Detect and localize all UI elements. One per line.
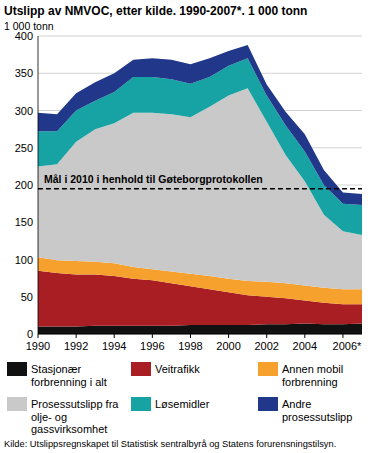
legend-label: Stasjonærforbrenning i alt (31, 363, 107, 388)
y-tick-label: 50 (21, 291, 33, 303)
legend-label: Løsemidler (155, 398, 210, 410)
y-tick-label: 400 (15, 30, 33, 42)
x-tick (38, 334, 39, 338)
legend-label: Andreprosessutslipp (282, 398, 352, 423)
legend-line: forbrenning (282, 376, 338, 388)
x-tick-label: 2002 (254, 340, 278, 352)
title: Utslipp av NMVOC, etter kilde. 1990-2007… (4, 4, 307, 18)
legend-swatch (7, 397, 27, 411)
x-tick-label: 2004 (293, 340, 317, 352)
x-tick-label: 1990 (26, 340, 50, 352)
legend-line: prosessutslipp (282, 411, 352, 423)
legend-line: Annen mobil (282, 363, 343, 375)
x-tick (342, 334, 343, 338)
target-label: Mål i 2010 i henhold til Gøteborgprotoko… (44, 173, 263, 185)
legend-line: forbrenning i alt (31, 376, 107, 388)
target-line (38, 188, 362, 190)
legend-swatch (7, 362, 27, 376)
y-tick-label: 200 (15, 179, 33, 191)
x-tick (76, 334, 77, 338)
legend-swatch (131, 362, 151, 376)
legend-swatch (258, 362, 278, 376)
legend-swatch (258, 397, 278, 411)
legend-line: olje- og (31, 411, 67, 423)
y-tick-label: 150 (15, 216, 33, 228)
grid-line (38, 334, 362, 335)
y-tick-label: 250 (15, 142, 33, 154)
legend-label: Prosessutslipp fraolje- oggassvirksomhet (31, 398, 119, 435)
x-tick (190, 334, 191, 338)
x-axis (38, 334, 362, 335)
legend-line: gassvirksomhet (31, 423, 107, 435)
y-tick-label: 100 (15, 254, 33, 266)
y-tick-label: 0 (27, 328, 33, 340)
area (38, 45, 362, 205)
x-tick (304, 334, 305, 338)
x-tick-label: 1992 (64, 340, 88, 352)
legend-line: Veitrafikk (155, 363, 200, 375)
x-tick-label: 2000 (216, 340, 240, 352)
plot-area (38, 45, 362, 334)
legend-line: Løsemidler (155, 398, 210, 410)
legend-line: Andre (282, 398, 311, 410)
legend-swatch (131, 397, 151, 411)
x-tick (228, 334, 229, 338)
x-tick (114, 334, 115, 338)
legend-line: Prosessutslipp fra (31, 398, 119, 410)
x-tick (152, 334, 153, 338)
legend-label: Veitrafikk (155, 363, 200, 375)
legend-line: Stasjonær (31, 363, 81, 375)
grid-line (38, 36, 362, 37)
x-tick-label: 1996 (140, 340, 164, 352)
x-tick-label: 1994 (102, 340, 126, 352)
x-tick (266, 334, 267, 338)
source: Kilde: Utslippsregnskapet til Statistisk… (4, 439, 336, 449)
y-tick-label: 350 (15, 67, 33, 79)
area (38, 58, 362, 235)
x-tick-label: 2006* (333, 340, 362, 352)
chart: Utslipp av NMVOC, etter kilde. 1990-2007… (0, 0, 381, 453)
x-tick-label: 1998 (178, 340, 202, 352)
legend-label: Annen mobilforbrenning (282, 363, 343, 388)
y-tick-label: 300 (15, 105, 33, 117)
y-axis (38, 36, 39, 334)
